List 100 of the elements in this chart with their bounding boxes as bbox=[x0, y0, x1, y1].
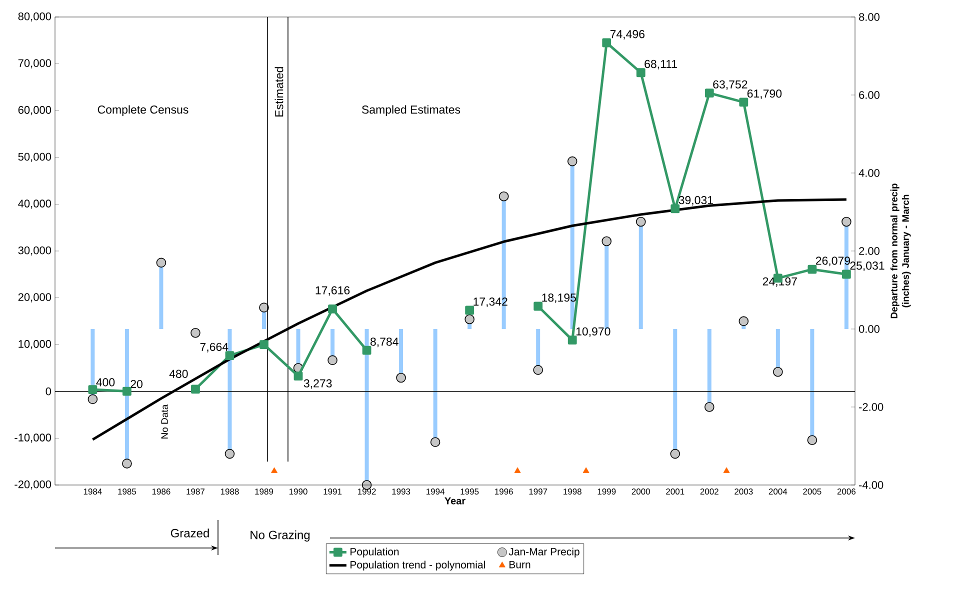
x-tick-label: 2002 bbox=[700, 488, 718, 495]
data-label: 8,784 bbox=[370, 338, 398, 348]
point bbox=[773, 366, 783, 377]
x-tick-label: 1985 bbox=[118, 488, 136, 495]
point bbox=[328, 304, 337, 314]
point bbox=[670, 204, 680, 214]
point bbox=[534, 302, 543, 311]
point bbox=[464, 314, 474, 324]
annotation: Complete Census bbox=[98, 105, 188, 116]
text: No Grazing bbox=[250, 530, 310, 542]
data-label: 26,079 bbox=[816, 256, 850, 266]
x-axis-title: Year bbox=[444, 497, 466, 504]
x-tick-label: 1998 bbox=[564, 488, 582, 495]
x-tick-label: 1989 bbox=[255, 488, 274, 495]
data-label: 480 bbox=[169, 370, 188, 378]
text: Grazed bbox=[170, 528, 209, 538]
data-label: 3,273 bbox=[304, 379, 332, 389]
x-tick-label: 2000 bbox=[632, 488, 650, 495]
y-tick-label: 50,000 bbox=[18, 152, 52, 162]
data-label: 400 bbox=[96, 378, 115, 386]
y2-axis-title: Departure from normal precip (inches) January - March bbox=[890, 184, 911, 318]
data-label: 25,031 bbox=[850, 262, 884, 272]
point bbox=[567, 156, 578, 166]
x-tick-label: 1995 bbox=[460, 488, 479, 495]
y2-tick-label: 0.00 bbox=[858, 325, 880, 333]
x-tick-label: 1997 bbox=[529, 488, 548, 495]
x-tick-label: 1988 bbox=[220, 488, 239, 495]
point bbox=[582, 467, 590, 473]
y2-tick-label: 4.00 bbox=[858, 169, 880, 177]
point bbox=[602, 236, 612, 246]
data-label: 74,496 bbox=[610, 30, 644, 40]
point bbox=[602, 38, 612, 48]
point bbox=[396, 372, 406, 383]
point bbox=[808, 264, 817, 274]
annotation: Sampled Estimates bbox=[362, 105, 460, 116]
x-tick-label: 2003 bbox=[734, 488, 753, 495]
data-label: 17,616 bbox=[316, 286, 350, 296]
data-label: 39,031 bbox=[678, 196, 713, 206]
y2-tick-label: 8.00 bbox=[859, 13, 880, 21]
x-tick-label: 1992 bbox=[358, 488, 376, 495]
point bbox=[723, 467, 730, 473]
y-tick-label: 0 bbox=[46, 387, 52, 396]
point bbox=[807, 435, 818, 446]
point bbox=[704, 402, 714, 412]
annotation: No Data bbox=[161, 404, 168, 438]
point bbox=[88, 385, 98, 394]
point bbox=[191, 384, 200, 394]
point bbox=[271, 467, 278, 473]
x-tick-label: 1991 bbox=[324, 488, 342, 495]
point bbox=[122, 386, 132, 396]
y2-tick-label: 2.00 bbox=[859, 247, 880, 255]
point bbox=[294, 372, 303, 381]
x-tick-label: 2004 bbox=[768, 488, 788, 495]
x-tick-label: 1993 bbox=[392, 488, 410, 495]
y-tick-label: -20,000 bbox=[14, 480, 52, 490]
y2-tick-label: 6.00 bbox=[859, 91, 880, 99]
x-tick-label: 1999 bbox=[598, 488, 616, 495]
legend-label: Population trend - polynomial bbox=[350, 560, 485, 571]
point bbox=[190, 328, 200, 338]
point bbox=[704, 88, 714, 98]
data-label: 68,111 bbox=[644, 60, 677, 70]
y-tick-label: 10,000 bbox=[18, 340, 52, 350]
point bbox=[739, 98, 748, 107]
x-tick-label: 2005 bbox=[803, 488, 822, 495]
point bbox=[156, 258, 166, 268]
legend-label: Jan-Mar Precip bbox=[508, 548, 580, 558]
point bbox=[88, 394, 98, 404]
x-tick-label: 1986 bbox=[152, 488, 170, 495]
y-tick-label: 70,000 bbox=[18, 59, 52, 68]
data-label: 61,790 bbox=[747, 90, 782, 100]
point bbox=[636, 68, 646, 78]
point bbox=[842, 270, 851, 279]
point bbox=[328, 355, 338, 366]
y2-tick-label: -2.00 bbox=[859, 403, 884, 411]
y-tick-label: 30,000 bbox=[18, 246, 52, 256]
y2-tick-label: -4.00 bbox=[859, 481, 884, 489]
y-tick-label: 20,000 bbox=[18, 293, 52, 302]
y-tick-label: 40,000 bbox=[18, 200, 52, 209]
x-tick-label: 1990 bbox=[289, 488, 308, 495]
point bbox=[430, 437, 440, 447]
point bbox=[122, 458, 132, 468]
x-tick-label: 1987 bbox=[186, 488, 204, 495]
y-tick-label: 60,000 bbox=[18, 106, 52, 116]
point bbox=[636, 216, 646, 227]
data-label: 20 bbox=[130, 380, 142, 388]
legend-label: Burn bbox=[510, 560, 530, 568]
point bbox=[738, 316, 749, 326]
x-tick-label: 1996 bbox=[495, 488, 513, 495]
point bbox=[498, 191, 509, 202]
y-tick-label: -10,000 bbox=[14, 434, 52, 443]
point bbox=[259, 302, 269, 312]
data-label: 10,970 bbox=[576, 327, 610, 337]
x-tick-label: 1984 bbox=[84, 488, 102, 495]
point bbox=[225, 351, 234, 360]
point bbox=[362, 346, 372, 355]
point bbox=[568, 336, 577, 345]
data-label: 18,195 bbox=[542, 294, 576, 304]
x-tick-label: 2001 bbox=[666, 488, 684, 495]
point bbox=[533, 365, 543, 375]
legend-label: Population bbox=[350, 548, 399, 558]
